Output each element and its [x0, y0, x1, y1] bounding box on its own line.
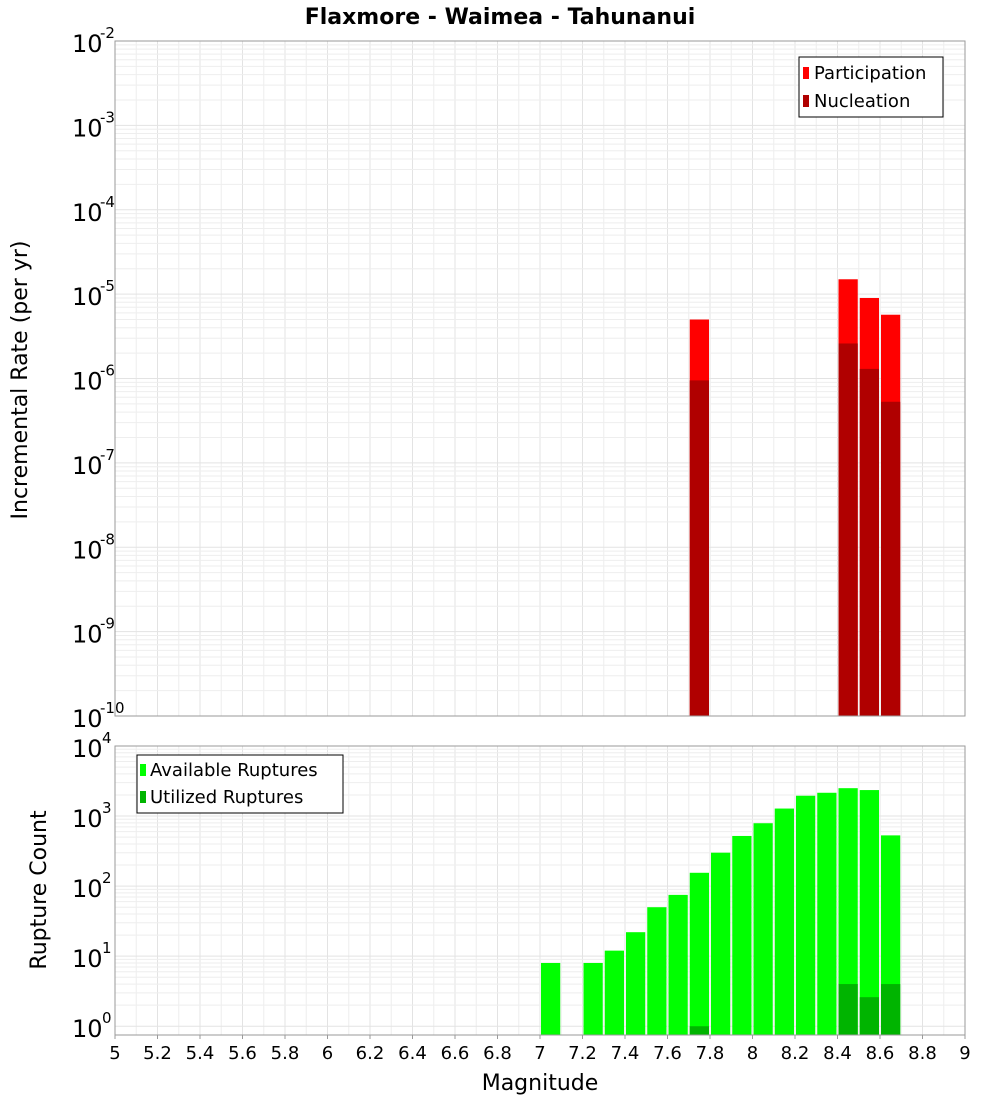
bar-available	[774, 808, 794, 1035]
rate-y-axis-label: Incremental Rate (per yr)	[8, 241, 33, 520]
rate-plot-grid	[114, 41, 966, 717]
x-tick-label: 7	[534, 1043, 545, 1064]
y-tick-exponent: 3	[102, 799, 112, 817]
x-tick-label: 6.8	[483, 1043, 512, 1064]
x-tick-label: 5.4	[186, 1043, 215, 1064]
x-tick-label: 6	[322, 1043, 333, 1064]
bar-nucleation	[859, 368, 879, 716]
bar-available	[838, 788, 858, 1035]
rate-plot-bars	[689, 279, 901, 716]
x-tick-label: 9	[959, 1043, 970, 1064]
bar-available	[817, 792, 837, 1035]
bar-available	[583, 962, 603, 1035]
bar-utilized	[838, 984, 858, 1035]
bar-available	[668, 894, 688, 1035]
x-tick-label: 8.2	[781, 1043, 810, 1064]
x-tick-label: 7.4	[611, 1043, 640, 1064]
y-tick-exponent: -7	[100, 446, 115, 464]
bar-available	[689, 872, 709, 1035]
x-tick-label: 8.8	[908, 1043, 937, 1064]
bar-available	[732, 835, 752, 1035]
bar-available	[753, 823, 773, 1035]
y-tick-label: 10	[72, 1015, 103, 1043]
y-tick-exponent: 2	[102, 869, 112, 887]
x-axis-ticks: 5 5.2 5.4 5.6 5.8 6 6.2 6.4 6.6 6.8 7 7.2 7.4 7.6 7.8 8…	[109, 1035, 971, 1064]
bar-nucleation	[881, 401, 901, 716]
legend-label-nucleation: Nucleation	[814, 91, 910, 112]
y-tick-exponent: -9	[100, 615, 115, 633]
x-tick-label: 5.2	[143, 1043, 172, 1064]
x-tick-label: 7.6	[653, 1043, 682, 1064]
y-tick-exponent: -2	[100, 24, 115, 42]
rate-legend: Participation Nucleation	[798, 56, 944, 118]
legend-label-available: Available Ruptures	[150, 760, 318, 781]
bar-available	[859, 790, 879, 1035]
y-tick-exponent: -10	[100, 699, 125, 717]
x-tick-label: 6.2	[356, 1043, 385, 1064]
y-tick-label: 10	[72, 30, 103, 58]
y-tick-label: 10	[72, 735, 103, 763]
x-tick-label: 5.6	[228, 1043, 257, 1064]
y-tick-label: 10	[72, 705, 103, 733]
x-tick-label: 6.4	[398, 1043, 427, 1064]
x-tick-label: 5.8	[271, 1043, 300, 1064]
rate-legend-frame	[798, 56, 944, 118]
y-tick-label: 10	[72, 452, 103, 480]
count-legend-frame	[136, 754, 344, 814]
bar-available	[541, 962, 561, 1035]
bar-nucleation	[689, 380, 709, 716]
count-plot-bars	[541, 788, 901, 1035]
bar-available	[626, 932, 646, 1035]
x-tick-label: 5	[109, 1043, 120, 1064]
y-tick-exponent: -5	[100, 277, 115, 295]
bar-available	[796, 795, 816, 1035]
x-tick-label: 7.2	[568, 1043, 597, 1064]
legend-label-utilized: Utilized Ruptures	[150, 787, 303, 808]
legend-label-participation: Participation	[814, 63, 926, 84]
y-tick-exponent: 0	[102, 1009, 112, 1027]
bar-nucleation	[838, 343, 858, 716]
legend-swatch-nucleation	[803, 95, 809, 107]
y-tick-label: 10	[72, 945, 103, 973]
legend-swatch-participation	[803, 67, 809, 79]
x-tick-label: 8	[747, 1043, 758, 1064]
y-tick-exponent: 1	[102, 939, 112, 957]
x-tick-label: 8.4	[823, 1043, 852, 1064]
bar-available	[647, 907, 667, 1035]
y-tick-exponent: -8	[100, 530, 115, 548]
y-tick-label: 10	[72, 368, 103, 396]
count-y-axis-label: Rupture Count	[27, 810, 52, 970]
y-tick-exponent: -4	[100, 193, 115, 211]
bar-available	[711, 852, 731, 1035]
rate-plot-frame	[114, 40, 966, 717]
count-legend: Available Ruptures Utilized Ruptures	[136, 754, 344, 814]
y-tick-label: 10	[72, 283, 103, 311]
y-tick-label: 10	[72, 114, 103, 142]
legend-swatch-available	[140, 764, 146, 776]
y-tick-label: 10	[72, 199, 103, 227]
y-tick-label: 10	[72, 805, 103, 833]
legend-swatch-utilized	[140, 791, 146, 803]
bar-available	[604, 950, 624, 1035]
bar-utilized	[881, 984, 901, 1035]
y-tick-exponent: -3	[100, 108, 115, 126]
bar-utilized	[859, 997, 879, 1035]
x-tick-label: 8.6	[866, 1043, 895, 1064]
y-tick-label: 10	[72, 875, 103, 903]
y-tick-exponent: -6	[100, 362, 115, 380]
y-tick-label: 10	[72, 621, 103, 649]
x-axis-label: Magnitude	[482, 1071, 599, 1096]
bar-utilized	[689, 1026, 709, 1035]
x-tick-label: 7.8	[696, 1043, 725, 1064]
x-tick-label: 6.6	[441, 1043, 470, 1064]
y-tick-label: 10	[72, 536, 103, 564]
chart-title: Flaxmore - Waimea - Tahunanui	[305, 5, 696, 30]
y-tick-exponent: 4	[102, 729, 112, 747]
